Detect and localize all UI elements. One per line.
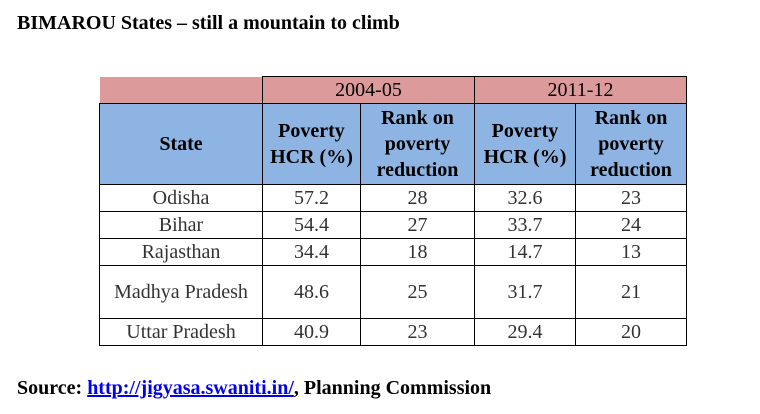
- source-label: Source:: [17, 377, 88, 399]
- column-header-hcr-2004: Poverty HCR (%): [262, 103, 361, 185]
- rank-2011-cell: 20: [575, 318, 687, 346]
- column-header-state: State: [99, 103, 263, 185]
- poverty-table: 2004-05 2011-12 State Poverty HCR (%) Ra…: [99, 76, 687, 346]
- hcr-2011-cell: 29.4: [474, 318, 576, 346]
- state-cell: Madhya Pradesh: [99, 265, 263, 319]
- table-row: Odisha 57.2 28 32.6 23: [99, 184, 687, 212]
- rank-2004-cell: 23: [360, 318, 475, 346]
- hcr-2011-cell: 33.7: [474, 211, 576, 239]
- hcr-2011-cell: 31.7: [474, 265, 576, 319]
- state-cell: Bihar: [99, 211, 263, 239]
- rank-2011-cell: 21: [575, 265, 687, 319]
- table-row: Bihar 54.4 27 33.7 24: [99, 211, 687, 239]
- source-line: Source: http://jigyasa.swaniti.in/, Plan…: [17, 377, 491, 400]
- rank-2004-cell: 25: [360, 265, 475, 319]
- source-link[interactable]: http://jigyasa.swaniti.in/: [87, 377, 294, 399]
- column-header-rank-2011: Rank on poverty reduction: [575, 103, 687, 185]
- year-header-2011: 2011-12: [474, 76, 687, 104]
- year-header-row: 2004-05 2011-12: [99, 76, 687, 104]
- hcr-2004-cell: 54.4: [262, 211, 361, 239]
- hcr-2011-cell: 14.7: [474, 238, 576, 266]
- header-blank-cell: [99, 76, 263, 104]
- rank-2011-cell: 24: [575, 211, 687, 239]
- hcr-2004-cell: 48.6: [262, 265, 361, 319]
- hcr-2004-cell: 34.4: [262, 238, 361, 266]
- state-cell: Uttar Pradesh: [99, 318, 263, 346]
- rank-2011-cell: 23: [575, 184, 687, 212]
- rank-2004-cell: 27: [360, 211, 475, 239]
- hcr-2004-cell: 57.2: [262, 184, 361, 212]
- rank-2004-cell: 18: [360, 238, 475, 266]
- column-header-hcr-2011: Poverty HCR (%): [474, 103, 576, 185]
- state-cell: Odisha: [99, 184, 263, 212]
- table-row: Rajasthan 34.4 18 14.7 13: [99, 238, 687, 266]
- rank-2004-cell: 28: [360, 184, 475, 212]
- column-header-rank-2004: Rank on poverty reduction: [360, 103, 475, 185]
- source-suffix: , Planning Commission: [293, 377, 492, 399]
- state-cell: Rajasthan: [99, 238, 263, 266]
- year-header-2004: 2004-05: [262, 76, 475, 104]
- hcr-2004-cell: 40.9: [262, 318, 361, 346]
- column-header-row: State Poverty HCR (%) Rank on poverty re…: [99, 103, 687, 185]
- rank-2011-cell: 13: [575, 238, 687, 266]
- table-row: Madhya Pradesh 48.6 25 31.7 21: [99, 265, 687, 319]
- hcr-2011-cell: 32.6: [474, 184, 576, 212]
- table-row: Uttar Pradesh 40.9 23 29.4 20: [99, 318, 687, 346]
- page-title: BIMAROU States – still a mountain to cli…: [17, 12, 400, 34]
